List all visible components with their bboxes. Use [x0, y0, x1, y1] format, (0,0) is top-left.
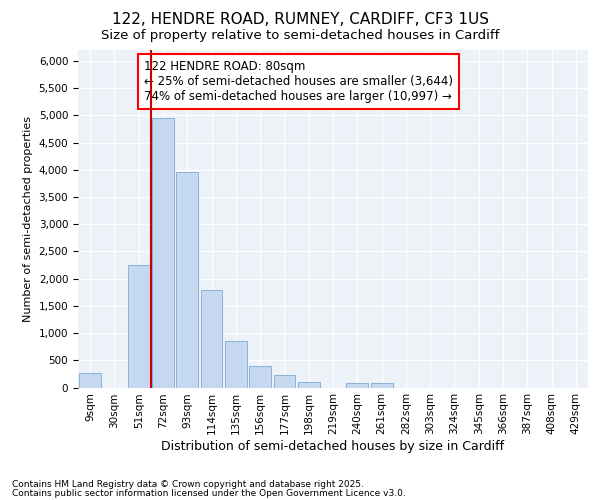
Bar — [176, 172, 198, 388]
Text: 122 HENDRE ROAD: 80sqm
← 25% of semi-detached houses are smaller (3,644)
74% of : 122 HENDRE ROAD: 80sqm ← 25% of semi-det… — [145, 60, 454, 103]
Y-axis label: Number of semi-detached properties: Number of semi-detached properties — [23, 116, 33, 322]
Bar — [346, 384, 368, 388]
X-axis label: Distribution of semi-detached houses by size in Cardiff: Distribution of semi-detached houses by … — [161, 440, 505, 453]
Bar — [79, 373, 101, 388]
Bar — [298, 382, 320, 388]
Bar — [128, 265, 149, 388]
Bar — [274, 376, 295, 388]
Text: 122, HENDRE ROAD, RUMNEY, CARDIFF, CF3 1US: 122, HENDRE ROAD, RUMNEY, CARDIFF, CF3 1… — [112, 12, 488, 28]
Bar — [152, 118, 174, 388]
Bar — [225, 341, 247, 388]
Bar — [371, 384, 392, 388]
Bar — [200, 290, 223, 388]
Bar — [249, 366, 271, 388]
Text: Contains public sector information licensed under the Open Government Licence v3: Contains public sector information licen… — [12, 489, 406, 498]
Text: Contains HM Land Registry data © Crown copyright and database right 2025.: Contains HM Land Registry data © Crown c… — [12, 480, 364, 489]
Text: Size of property relative to semi-detached houses in Cardiff: Size of property relative to semi-detach… — [101, 28, 499, 42]
